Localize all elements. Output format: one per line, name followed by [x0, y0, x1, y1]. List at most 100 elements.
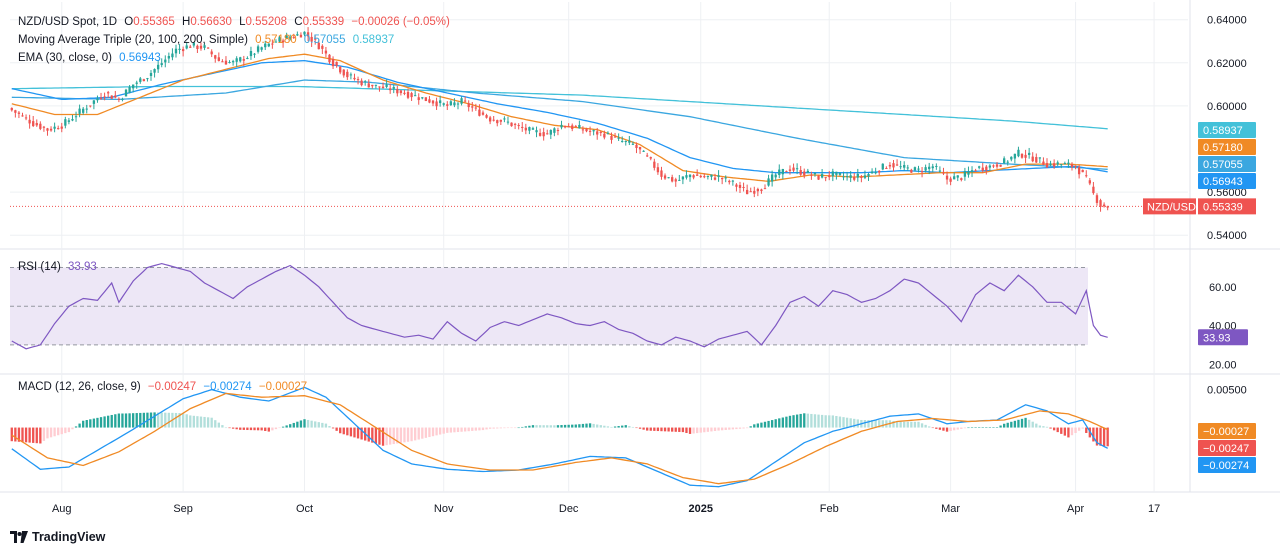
- candle-body[interactable]: [1003, 158, 1006, 163]
- candle-body[interactable]: [221, 61, 224, 63]
- candle-body[interactable]: [228, 61, 231, 63]
- candle-body[interactable]: [174, 48, 178, 54]
- candle-body[interactable]: [799, 170, 802, 175]
- candle-body[interactable]: [203, 45, 206, 48]
- candle-body[interactable]: [442, 103, 445, 105]
- candle-body[interactable]: [671, 177, 674, 182]
- candle-body[interactable]: [71, 119, 74, 121]
- candle-body[interactable]: [107, 92, 110, 94]
- candle-body[interactable]: [945, 175, 949, 180]
- candle-body[interactable]: [528, 127, 531, 131]
- candle-body[interactable]: [795, 168, 799, 170]
- candle-body[interactable]: [999, 164, 1002, 167]
- candle-body[interactable]: [339, 66, 342, 73]
- candle-body[interactable]: [114, 95, 117, 98]
- candle-body[interactable]: [96, 98, 99, 101]
- candle-body[interactable]: [285, 35, 288, 39]
- candle-body[interactable]: [1063, 163, 1067, 165]
- candle-body[interactable]: [642, 150, 645, 152]
- candle-body[interactable]: [649, 157, 652, 159]
- candle-body[interactable]: [49, 128, 53, 131]
- candle-body[interactable]: [992, 165, 995, 167]
- candle-body[interactable]: [264, 43, 267, 48]
- candle-body[interactable]: [774, 174, 777, 178]
- candle-body[interactable]: [110, 95, 113, 99]
- candle-body[interactable]: [1024, 154, 1027, 158]
- candle-body[interactable]: [299, 34, 303, 38]
- candle-body[interactable]: [124, 89, 128, 97]
- candle-body[interactable]: [471, 106, 474, 108]
- candle-body[interactable]: [924, 167, 927, 171]
- candle-body[interactable]: [560, 124, 563, 128]
- candle-body[interactable]: [845, 176, 849, 178]
- candle-body[interactable]: [460, 98, 463, 104]
- candle-body[interactable]: [317, 42, 320, 50]
- candle-body[interactable]: [970, 170, 974, 172]
- candle-body[interactable]: [453, 102, 456, 106]
- candle-body[interactable]: [931, 166, 934, 169]
- candle-body[interactable]: [153, 69, 156, 73]
- candle-body[interactable]: [838, 172, 842, 175]
- candle-body[interactable]: [935, 165, 938, 167]
- candle-body[interactable]: [321, 45, 324, 49]
- candle-body[interactable]: [535, 130, 538, 133]
- candle-body[interactable]: [988, 165, 992, 168]
- candle-body[interactable]: [974, 170, 977, 172]
- candle-body[interactable]: [296, 34, 299, 36]
- candle-body[interactable]: [785, 171, 788, 173]
- candle-body[interactable]: [146, 78, 149, 80]
- candle-body[interactable]: [1077, 167, 1081, 175]
- candle-body[interactable]: [360, 80, 363, 86]
- candle-body[interactable]: [720, 177, 724, 180]
- candle-body[interactable]: [910, 169, 913, 173]
- candle-body[interactable]: [374, 84, 378, 86]
- candle-body[interactable]: [781, 169, 784, 175]
- candle-body[interactable]: [189, 46, 192, 48]
- candle-body[interactable]: [749, 191, 752, 193]
- candle-body[interactable]: [917, 168, 920, 170]
- candle-body[interactable]: [456, 103, 460, 105]
- candle-body[interactable]: [710, 174, 713, 177]
- candle-body[interactable]: [660, 170, 663, 177]
- candle-body[interactable]: [703, 176, 706, 178]
- candle-body[interactable]: [678, 179, 681, 181]
- candle-body[interactable]: [417, 97, 420, 101]
- candle-body[interactable]: [171, 53, 174, 58]
- candle-body[interactable]: [621, 140, 624, 142]
- candle-body[interactable]: [42, 126, 46, 128]
- candle-body[interactable]: [546, 133, 549, 135]
- candle-body[interactable]: [410, 93, 413, 98]
- candle-body[interactable]: [35, 123, 38, 126]
- candle-body[interactable]: [217, 57, 220, 61]
- candle-body[interactable]: [956, 175, 959, 178]
- candle-body[interactable]: [1092, 186, 1095, 194]
- candle-body[interactable]: [538, 132, 542, 136]
- candle-body[interactable]: [860, 176, 863, 178]
- candle-body[interactable]: [599, 131, 602, 133]
- candle-body[interactable]: [913, 167, 917, 171]
- candle-body[interactable]: [89, 105, 92, 107]
- candle-body[interactable]: [1020, 153, 1024, 158]
- candle-body[interactable]: [1070, 164, 1074, 167]
- candle-body[interactable]: [617, 137, 620, 139]
- candle-body[interactable]: [14, 110, 17, 113]
- candle-body[interactable]: [628, 140, 631, 143]
- candle-body[interactable]: [239, 57, 242, 62]
- candle-body[interactable]: [64, 119, 67, 126]
- candle-body[interactable]: [1027, 152, 1031, 155]
- candle-body[interactable]: [74, 116, 78, 118]
- candle-body[interactable]: [421, 97, 424, 99]
- candle-body[interactable]: [235, 58, 238, 62]
- candle-body[interactable]: [967, 171, 970, 175]
- candle-body[interactable]: [1088, 180, 1091, 184]
- candle-body[interactable]: [231, 61, 235, 63]
- candle-body[interactable]: [663, 175, 667, 179]
- macd-pane[interactable]: [10, 386, 1109, 488]
- candle-body[interactable]: [521, 126, 524, 128]
- candle-body[interactable]: [128, 87, 131, 93]
- candle-body[interactable]: [603, 133, 606, 138]
- candle-body[interactable]: [763, 188, 767, 190]
- candle-body[interactable]: [606, 132, 610, 134]
- candle-body[interactable]: [513, 123, 517, 125]
- candle-body[interactable]: [478, 109, 481, 116]
